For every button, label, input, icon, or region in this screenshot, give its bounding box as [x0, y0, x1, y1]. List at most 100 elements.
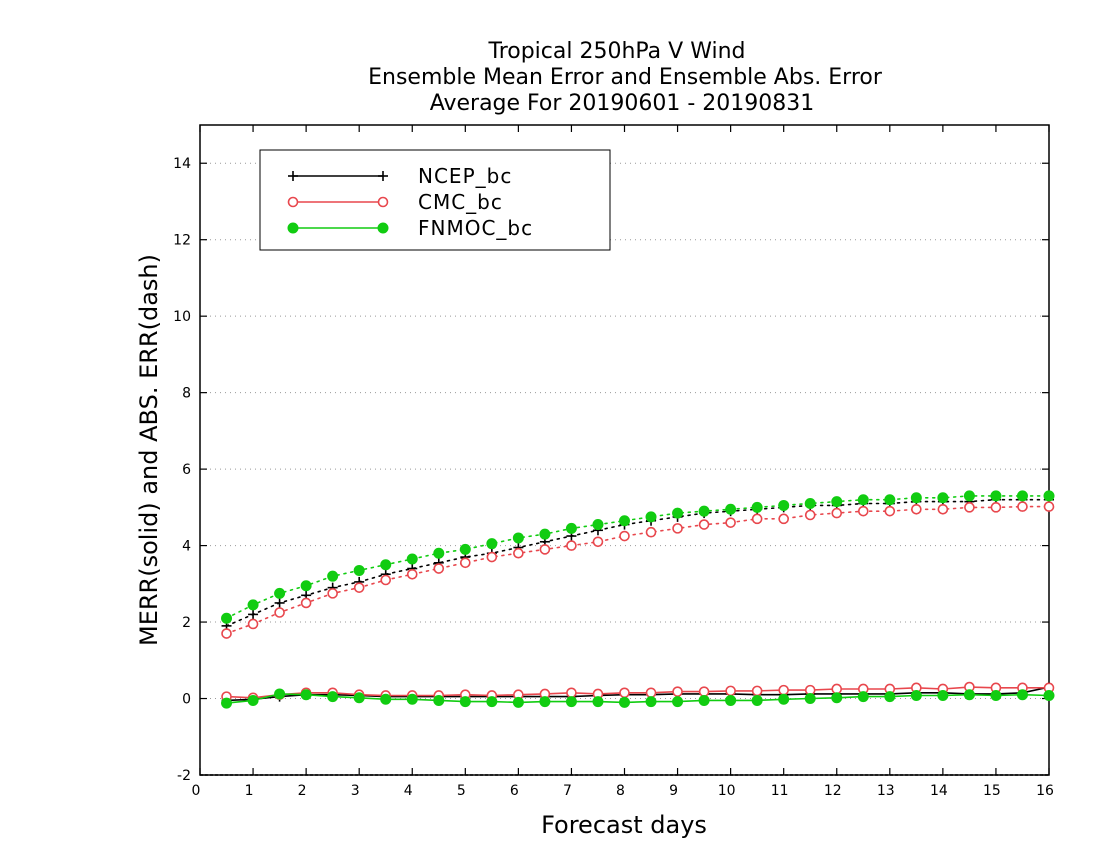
filled-circle-marker — [884, 494, 896, 506]
x-tick-label: 12 — [824, 783, 842, 799]
open-circle-marker — [513, 547, 524, 559]
filled-circle-marker — [287, 222, 299, 234]
x-tick-label: 8 — [616, 783, 625, 799]
filled-circle-marker — [672, 507, 684, 519]
x-tick-label: 2 — [298, 783, 307, 799]
filled-circle-marker — [1043, 490, 1055, 502]
x-tick-label: 11 — [771, 783, 789, 799]
filled-circle-marker — [778, 499, 790, 511]
filled-circle-marker — [274, 688, 286, 700]
series-layer — [221, 490, 1055, 709]
filled-circle-marker — [910, 689, 922, 701]
filled-circle-marker — [274, 587, 286, 599]
open-circle-marker — [380, 574, 392, 586]
filled-circle-marker — [725, 694, 737, 706]
open-circle-marker — [274, 607, 285, 618]
filled-circle-marker — [406, 553, 418, 565]
open-circle-marker — [831, 683, 843, 695]
filled-circle-marker — [937, 492, 949, 504]
title-line-3: Average For 20190601 - 20190831 — [430, 91, 815, 116]
open-circle-marker — [725, 517, 736, 528]
filled-circle-marker — [353, 692, 365, 704]
legend-item: CMC_bc — [287, 190, 502, 214]
filled-circle-marker — [380, 559, 392, 571]
plus-marker — [248, 609, 259, 620]
filled-circle-marker — [619, 696, 630, 708]
filled-circle-marker — [857, 691, 869, 703]
filled-circle-marker — [486, 696, 498, 708]
filled-circle-marker — [963, 490, 975, 502]
open-circle-marker — [566, 540, 577, 551]
filled-circle-marker — [963, 689, 975, 701]
y-tick-label: 14 — [173, 156, 191, 172]
open-circle-marker — [804, 509, 816, 521]
title-line-1: Tropical 250hPa V Wind — [487, 39, 745, 64]
y-tick-label: -2 — [177, 768, 191, 784]
open-circle-marker — [937, 503, 949, 515]
open-circle-marker — [645, 526, 657, 538]
open-circle-marker — [300, 597, 312, 609]
filled-circle-marker — [221, 612, 233, 624]
open-circle-marker — [406, 568, 418, 580]
filled-circle-marker — [486, 538, 498, 550]
plus-marker — [288, 171, 298, 181]
open-circle-marker — [221, 628, 232, 639]
filled-circle-marker — [751, 501, 763, 513]
filled-circle-marker — [327, 691, 339, 703]
x-tick-label: 4 — [404, 783, 413, 799]
x-tick-label: 5 — [457, 783, 466, 799]
filled-circle-marker — [539, 696, 551, 708]
y-tick-label: 10 — [173, 309, 191, 325]
open-circle-marker — [990, 502, 1002, 513]
filled-circle-marker — [406, 693, 418, 705]
filled-circle-marker — [619, 515, 630, 527]
open-circle-marker — [247, 618, 259, 630]
x-tick-label: 14 — [930, 783, 948, 799]
filled-circle-marker — [300, 689, 312, 701]
open-circle-marker — [619, 687, 630, 699]
x-tick-label: 1 — [245, 783, 254, 799]
filled-circle-marker — [1016, 689, 1028, 701]
legend-label: NCEP_bc — [418, 164, 512, 188]
y-tick-label: 4 — [182, 539, 191, 555]
filled-circle-marker — [565, 696, 577, 708]
x-tick-label: 7 — [563, 783, 572, 799]
filled-circle-marker — [672, 696, 684, 708]
filled-circle-marker — [353, 564, 365, 576]
open-circle-marker — [698, 686, 710, 697]
filled-circle-marker — [592, 696, 604, 708]
filled-circle-marker — [831, 692, 843, 704]
filled-circle-marker — [433, 694, 445, 706]
plus-marker — [378, 171, 388, 181]
filled-circle-marker — [804, 693, 816, 705]
open-circle-marker — [645, 687, 657, 699]
filled-circle-marker — [221, 697, 233, 709]
open-circle-marker — [884, 505, 896, 517]
open-circle-marker — [778, 513, 789, 525]
legend-label: FNMOC_bc — [418, 216, 533, 240]
abs-err-line — [225, 505, 1050, 635]
open-circle-marker — [831, 507, 843, 519]
x-axis-label: Forecast days — [541, 811, 707, 839]
filled-circle-marker — [592, 519, 604, 531]
filled-circle-marker — [459, 696, 471, 708]
open-circle-marker — [857, 505, 869, 517]
open-circle-marker — [751, 685, 763, 697]
open-circle-marker — [1043, 501, 1055, 512]
filled-circle-marker — [645, 696, 657, 708]
open-circle-marker — [566, 687, 577, 699]
x-tick-label: 3 — [351, 783, 360, 799]
plus-marker — [274, 597, 285, 608]
filled-circle-marker — [327, 570, 339, 582]
open-circle-marker — [377, 196, 389, 208]
filled-circle-marker — [990, 689, 1002, 701]
filled-circle-marker — [910, 492, 922, 504]
filled-circle-marker — [698, 694, 710, 706]
series-cmc-bc — [221, 501, 1055, 704]
open-circle-marker — [698, 519, 710, 530]
x-tick-label: 13 — [877, 783, 895, 799]
filled-circle-marker — [1043, 689, 1055, 701]
filled-circle-marker — [300, 580, 312, 592]
x-tick-label: 10 — [718, 783, 736, 799]
